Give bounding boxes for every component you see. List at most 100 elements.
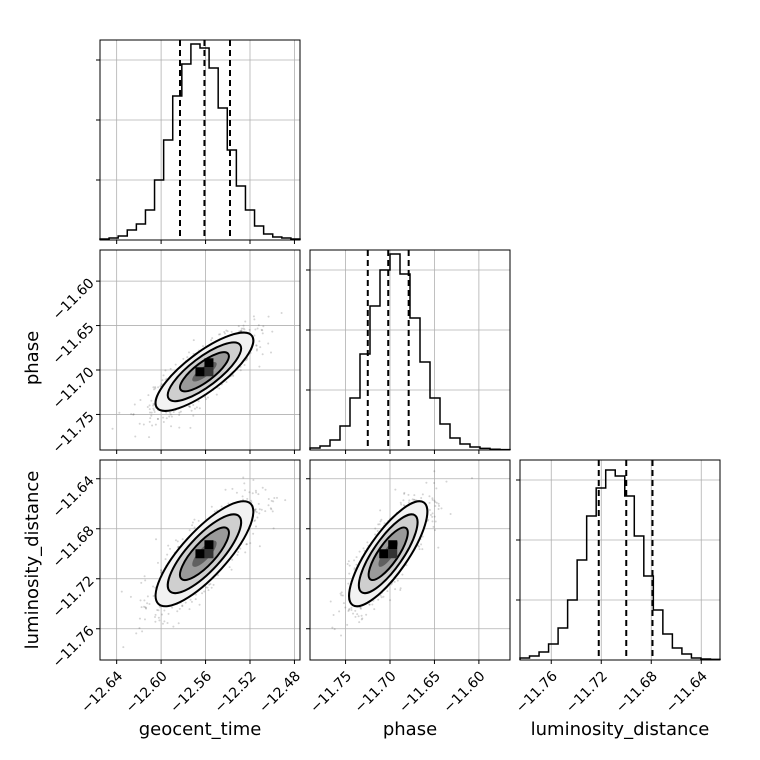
sample-point	[144, 579, 147, 582]
sample-point	[181, 604, 184, 607]
sample-point	[235, 491, 238, 494]
sample-point	[152, 595, 155, 598]
sample-point	[402, 499, 405, 502]
sample-point	[264, 488, 267, 491]
sample-point	[208, 583, 211, 586]
panel-frame	[309, 459, 511, 661]
sample-point	[394, 488, 397, 491]
sample-point	[138, 617, 141, 620]
sample-point	[194, 593, 197, 596]
sample-point	[205, 586, 208, 589]
sample-point	[217, 574, 220, 577]
scatter-points	[120, 476, 287, 649]
sample-point	[358, 621, 361, 624]
sample-point	[431, 497, 434, 500]
sample-point	[192, 339, 195, 342]
sample-point	[258, 508, 261, 511]
sample-point	[260, 328, 263, 331]
sample-point	[258, 340, 261, 343]
sample-point	[360, 618, 363, 621]
sample-point	[178, 411, 181, 414]
sample-point	[380, 518, 383, 521]
sample-point	[433, 481, 436, 484]
sample-point	[427, 518, 430, 521]
histogram-panel-geocent_time	[96, 39, 301, 244]
x-tick-label: −11.75	[307, 668, 355, 716]
sample-point	[258, 545, 261, 548]
sample-point	[271, 330, 274, 333]
sample-point	[341, 594, 344, 597]
x-tick-label: −12.48	[256, 668, 304, 716]
sample-point	[340, 634, 343, 637]
density-core	[388, 549, 398, 559]
sample-point	[139, 399, 142, 402]
sample-point	[111, 427, 114, 430]
sample-point	[143, 599, 146, 602]
sample-point	[256, 516, 259, 519]
sample-point	[420, 543, 423, 546]
sample-point	[153, 409, 156, 412]
density-core	[204, 540, 214, 550]
sample-point	[148, 408, 151, 411]
sample-point	[210, 339, 213, 342]
sample-point	[437, 502, 440, 505]
sample-point	[174, 363, 177, 366]
sample-point	[248, 328, 251, 331]
sample-point	[333, 628, 336, 631]
sample-point	[254, 510, 257, 513]
sample-point	[332, 614, 335, 617]
sample-point	[255, 491, 258, 494]
sample-point	[249, 542, 252, 545]
panel-background	[100, 40, 300, 240]
sample-point	[193, 526, 196, 529]
sample-point	[148, 404, 151, 407]
sample-point	[352, 612, 355, 615]
sample-point	[358, 550, 361, 553]
sample-point	[407, 493, 410, 496]
sample-point	[258, 512, 261, 515]
sample-point	[163, 620, 166, 623]
scatter-panel-geocent_time-luminosity_distance	[96, 459, 301, 664]
sample-point	[435, 487, 438, 490]
sample-point	[273, 497, 276, 500]
sample-point	[270, 351, 273, 354]
panel-background	[310, 460, 510, 660]
sample-point	[373, 608, 376, 611]
sample-point	[165, 411, 168, 414]
sample-point	[239, 547, 242, 550]
sample-point	[259, 346, 262, 349]
sample-point	[412, 498, 415, 501]
sample-point	[431, 498, 434, 501]
sample-point	[150, 414, 153, 417]
sample-point	[192, 414, 195, 417]
sample-point	[143, 618, 146, 621]
sample-point	[359, 606, 362, 609]
sample-point	[252, 479, 255, 482]
sample-point	[162, 421, 165, 424]
sample-point	[399, 589, 402, 592]
sample-point	[167, 544, 170, 547]
sample-point	[150, 399, 153, 402]
sample-point	[146, 602, 149, 605]
sample-point	[242, 327, 245, 330]
sample-point	[421, 548, 424, 551]
sample-point	[206, 396, 209, 399]
y-tick-label: −11.68	[50, 523, 98, 571]
sample-point	[255, 344, 258, 347]
y-tick-label: −11.70	[50, 364, 98, 412]
panel-frame	[99, 39, 301, 241]
sample-point	[399, 501, 402, 504]
sample-point	[355, 556, 358, 559]
sample-point	[433, 470, 436, 473]
sample-point	[198, 407, 201, 410]
density-core	[195, 367, 205, 377]
sample-point	[377, 523, 380, 526]
sample-point	[261, 353, 264, 356]
sample-point	[191, 524, 194, 527]
sample-point	[220, 505, 223, 508]
density-core	[204, 367, 214, 377]
sample-point	[377, 598, 380, 601]
sample-point	[350, 609, 353, 612]
sample-point	[236, 553, 239, 556]
sample-point	[223, 332, 226, 335]
